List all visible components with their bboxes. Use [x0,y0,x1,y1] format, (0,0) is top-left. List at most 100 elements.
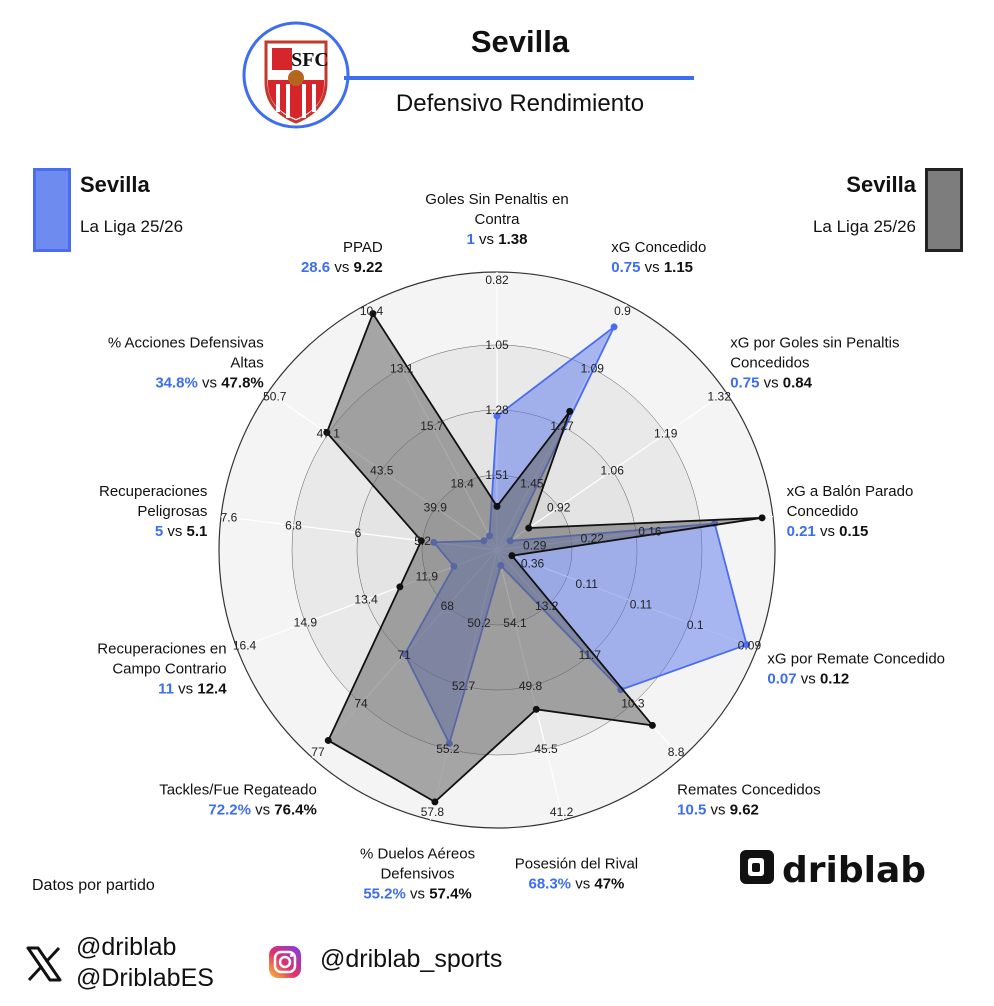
axis-tick-label: 6.8 [285,518,302,532]
axis-label: Goles Sin Penaltis en [425,191,568,208]
legend-team-right: Sevilla [846,172,916,197]
axis-value: 0.21 vs 0.15 [787,523,869,540]
axis-label: xG por Goles sin Penaltis [730,334,899,351]
axis-label: Concedido [787,503,859,520]
legend-swatch-left [33,168,71,252]
series-point-1 [743,641,751,649]
axis-value: 68.3% vs 47% [528,875,624,892]
value-series-2: 12.4 [197,681,227,698]
axis-tick-label: 6 [355,526,362,540]
value-series-1: 55.2% [363,885,406,902]
series-point-2 [493,502,501,510]
axis-tick-label: 0.22 [581,531,605,545]
axis-tick-label: 0.92 [547,500,571,514]
value-series-2: 1.15 [664,259,693,276]
axis-tick-label: 16.4 [233,639,257,653]
value-series-2: 1.38 [498,231,527,248]
legend-team-left: Sevilla [80,172,150,197]
axis-tick-label: 15.7 [420,419,444,433]
x-handle-primary[interactable]: @driblab [76,933,177,961]
axis-value: 5 vs 5.1 [155,523,208,540]
value-vs: vs [640,259,663,276]
axis-tick-label: 1.05 [485,338,509,352]
value-vs: vs [174,681,197,698]
radar-spoke [496,391,727,551]
series-point-2 [431,798,439,806]
axis-tick-label: 47.1 [317,427,341,441]
axis-label: Recuperaciones en [97,641,226,658]
series-point-2 [525,524,533,532]
value-vs: vs [475,231,498,248]
axis-tick-label: 10.3 [621,696,645,710]
value-vs: vs [816,523,839,540]
series-point-2 [323,429,331,437]
value-series-1: 1 [467,231,475,248]
axis-value: 10.5 vs 9.62 [677,802,759,819]
axis-label: % Duelos Aéreos [360,845,475,862]
axis-tick-label: 13.4 [354,593,378,607]
series-point-2 [396,583,404,591]
footer-note: Datos por partido [32,877,155,894]
axis-tick-label: 50.2 [467,616,491,630]
value-series-1: 0.07 [767,671,796,688]
instagram-icon [268,945,302,979]
value-vs: vs [759,374,782,391]
axis-tick-label: 71 [397,648,411,662]
legend-swatch-right [925,168,963,252]
axis-tick-label: 49.8 [519,679,543,693]
value-series-2: 57.4% [429,885,472,902]
page-subtitle: Defensivo Rendimiento [395,90,645,117]
axis-tick-label: 11.7 [579,648,602,662]
value-series-2: 9.62 [730,802,759,819]
axis-label: Recuperaciones [99,483,207,500]
axis-label: xG Concedido [611,239,706,256]
axis-value: 28.6 vs 9.22 [301,259,383,276]
value-series-1: 0.75 [730,374,759,391]
axis-tick-label: 0.09 [738,639,762,653]
instagram-handle[interactable]: @driblab_sports [320,945,503,973]
axis-label: Concedidos [730,354,809,371]
axis-tick-label: 10.4 [360,304,384,318]
axis-tick-label: 0.11 [576,577,599,591]
value-series-2: 0.12 [820,671,849,688]
value-series-1: 0.21 [787,523,816,540]
axis-label: xG por Remate Concedido [767,651,945,668]
axis-tick-label: 43.5 [370,463,394,477]
value-series-2: 0.15 [839,523,868,540]
series-point-2 [758,514,766,522]
value-series-2: 9.22 [354,259,383,276]
value-series-1: 68.3% [528,875,571,892]
series-point-2 [532,705,540,713]
axis-tick-label: 0.29 [523,538,547,552]
x-handle-secondary[interactable]: @DriblabES [76,964,214,992]
axis-tick-label: 0.11 [630,598,653,612]
value-vs: vs [251,802,274,819]
axis-label: Peligrosas [137,503,207,520]
value-vs: vs [163,523,186,540]
axis-tick-label: 8.8 [668,745,685,759]
axis-label: xG a Balón Parado [787,483,914,500]
axis-tick-label: 50.7 [263,390,287,404]
axis-tick-label: 0.82 [485,273,509,287]
axis-tick-label: 13.2 [535,599,559,613]
value-vs: vs [797,671,820,688]
axis-tick-label: 1.45 [520,477,544,491]
value-vs: vs [198,374,221,391]
axis-tick-label: 1.06 [601,463,625,477]
value-series-1: 34.8% [155,374,198,391]
page-title: Sevilla [470,24,570,59]
axis-tick-label: 45.5 [534,742,558,756]
axis-value: 72.2% vs 76.4% [208,802,316,819]
value-series-2: 47.8% [221,374,264,391]
series-point-1 [610,323,618,331]
axis-value: 34.8% vs 47.8% [155,374,263,391]
axis-tick-label: 0.9 [614,304,631,318]
axis-tick-label: 18.4 [450,477,474,491]
axis-value: 55.2% vs 57.4% [363,885,471,902]
sevilla-crest-icon: SFC [234,20,362,130]
axis-tick-label: 55.2 [436,742,460,756]
value-series-2: 47% [594,875,624,892]
axis-value: 0.07 vs 0.12 [767,671,849,688]
series-point-1 [493,412,501,420]
driblab-logo-icon: driblab [738,846,958,891]
